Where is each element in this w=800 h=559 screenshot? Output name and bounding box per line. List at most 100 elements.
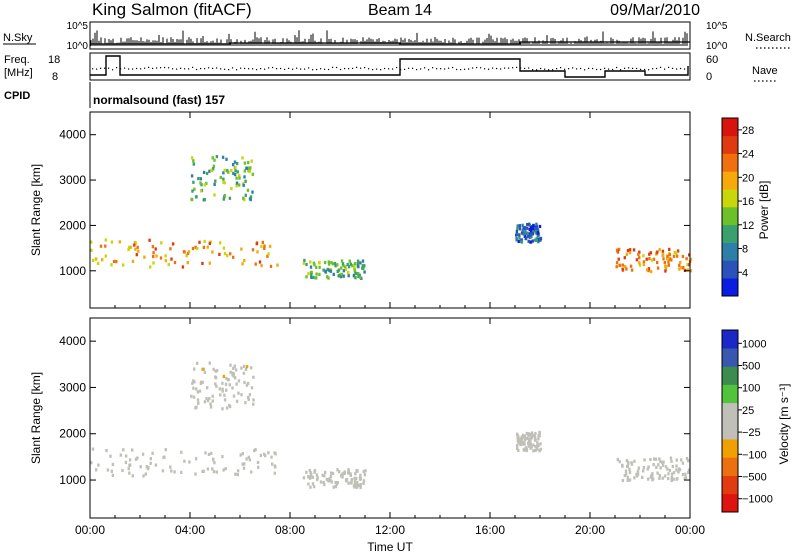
heatmap-cell (656, 250, 659, 254)
heatmap-cell (188, 460, 191, 464)
x-tick-label: 20:00 (575, 523, 605, 537)
heatmap-cell (539, 447, 542, 451)
heatmap-cell (615, 261, 619, 265)
nave-point (440, 68, 442, 70)
heatmap-cell (338, 470, 341, 474)
heatmap-cell (249, 195, 253, 199)
heatmap-cell (625, 267, 628, 271)
heatmap-cell (661, 249, 665, 253)
nave-point (624, 67, 626, 69)
heatmap-cell (678, 267, 681, 271)
colorbar-segment (722, 189, 738, 208)
colorbar-segment (722, 242, 738, 261)
heatmap-cell (664, 264, 667, 268)
heatmap-cell (205, 397, 208, 401)
heatmap-cell (664, 474, 667, 478)
heatmap-cell (262, 452, 266, 456)
heatmap-cell (670, 478, 673, 483)
heatmap-cell (129, 463, 132, 467)
heatmap-cell (198, 389, 202, 393)
heatmap-cell (334, 485, 337, 489)
heatmap-cell (679, 266, 683, 270)
heatmap-cell (327, 268, 331, 272)
heatmap-cell (526, 235, 529, 239)
heatmap-cell (685, 257, 688, 261)
heatmap-cell (535, 447, 539, 451)
heatmap-cell (636, 474, 639, 478)
heatmap-cell (361, 266, 364, 270)
heatmap-cell (315, 473, 319, 477)
heatmap-cell (219, 175, 222, 180)
nave-point (276, 68, 278, 70)
heatmap-cell (337, 268, 341, 272)
heatmap-cell (206, 399, 210, 403)
heatmap-cell (263, 246, 266, 250)
beam-label: Beam 14 (368, 2, 432, 19)
heatmap-cell (648, 252, 651, 256)
velocity-colorbar: 1000 500 100 25 −25 −100 −500 −1000 (721, 329, 773, 513)
nave-point (196, 68, 198, 71)
colorbar-segment (722, 207, 738, 226)
heatmap-cell (221, 387, 224, 391)
heatmap-cell (340, 259, 344, 263)
nave-point (600, 68, 602, 71)
heatmap-cell (234, 169, 237, 173)
heatmap-cell (362, 479, 366, 483)
heatmap-cell (538, 224, 542, 229)
heatmap-cell (343, 472, 346, 476)
count-tick-top-left: 10^5 (67, 21, 89, 32)
heatmap-cell (323, 260, 327, 265)
heatmap-cell (350, 478, 353, 482)
nave-point (340, 68, 342, 71)
heatmap-cell (206, 386, 209, 390)
heatmap-cell (225, 157, 228, 161)
colorbar-frame (721, 329, 739, 513)
heatmap-cell (235, 399, 239, 403)
heatmap-cell (209, 402, 212, 406)
heatmap-cell (529, 433, 533, 438)
heatmap-cell (149, 265, 152, 269)
heatmap-cell (124, 454, 128, 458)
heatmap-cell (638, 261, 641, 265)
heatmap-cell (222, 468, 225, 472)
heatmap-cell (312, 261, 316, 265)
heatmap-cell (203, 183, 206, 187)
nave-point (264, 68, 266, 70)
nave-point (144, 67, 146, 69)
heatmap-cell (225, 388, 228, 392)
heatmap-cell (135, 253, 138, 257)
heatmap-cell (222, 374, 226, 378)
freq-tick-bottom: 8 (52, 71, 58, 83)
heatmap-cell (195, 387, 198, 391)
nave-point (168, 67, 170, 69)
heatmap-cell (106, 468, 110, 472)
heatmap-cell (186, 261, 189, 265)
heatmap-cell (672, 471, 676, 475)
nave-point (100, 67, 102, 69)
heatmap-cell (273, 464, 277, 468)
heatmap-cell (190, 197, 194, 202)
nave-point (216, 67, 218, 69)
heatmap-cell (531, 239, 534, 243)
heatmap-cell (362, 481, 365, 485)
heatmap-cell (689, 257, 693, 261)
x-tick-label: 08:00 (275, 523, 305, 537)
heatmap-cell (651, 477, 655, 481)
heatmap-cell (236, 473, 239, 477)
heatmap-cell (149, 461, 152, 465)
colorbar-segment (722, 348, 738, 367)
heatmap-cell (309, 265, 313, 269)
date-label: 09/Mar/2010 (610, 2, 700, 19)
heatmap-cell (664, 465, 668, 469)
heatmap-cell (536, 441, 539, 445)
nave-point (608, 68, 610, 70)
nave-point (444, 68, 446, 70)
heatmap-cell (206, 245, 209, 249)
heatmap-cell (658, 473, 661, 478)
heatmap-cell (688, 263, 691, 267)
heatmap-cell (352, 273, 356, 277)
y-tick-label: 2000 (59, 427, 86, 441)
heatmap-cell (341, 472, 344, 476)
nave-point (568, 68, 570, 70)
heatmap-cell (319, 480, 323, 484)
